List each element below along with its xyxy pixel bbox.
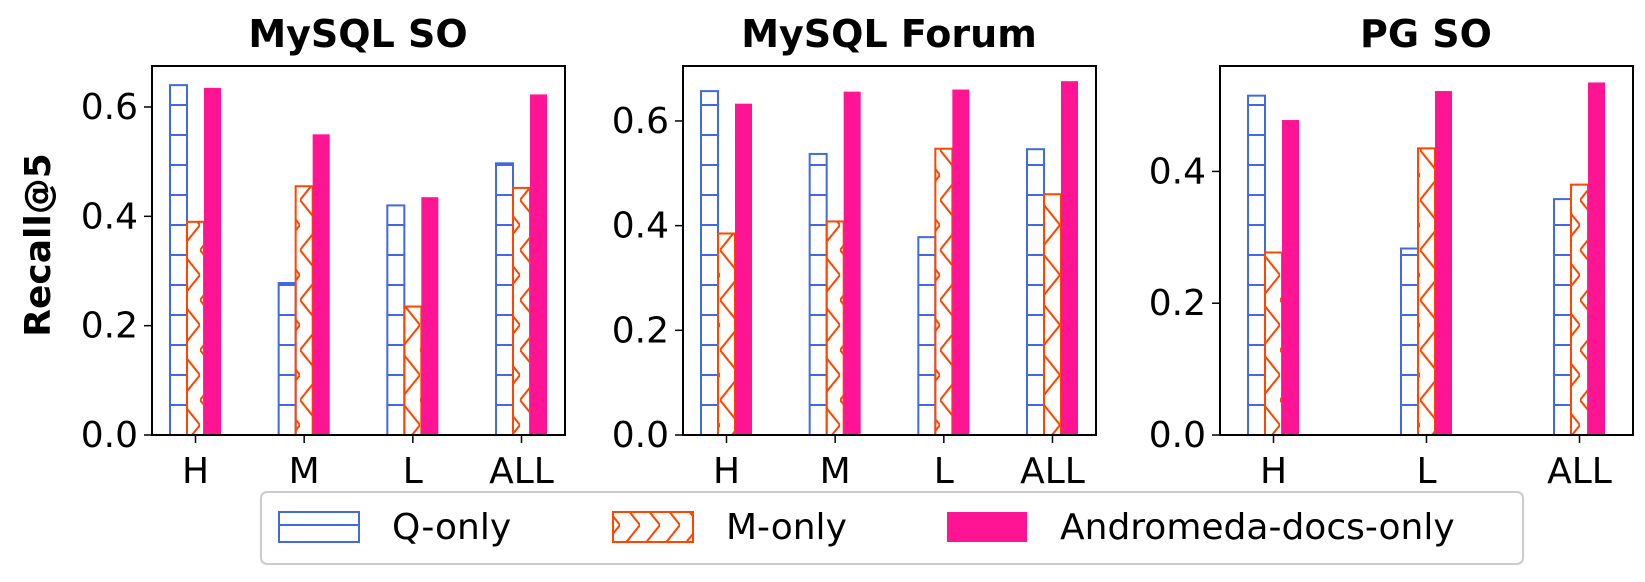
bar-andromeda-docs-only bbox=[952, 89, 970, 435]
legend-label: M-only bbox=[726, 507, 847, 548]
legend-entry-andromeda-docs-only: Andromeda-docs-only bbox=[947, 507, 1455, 548]
y-tick-label: 0.4 bbox=[81, 196, 138, 237]
subplot-title: PG SO bbox=[1360, 12, 1492, 56]
x-tick-label: ALL bbox=[489, 451, 554, 492]
bar-q-only bbox=[169, 84, 188, 436]
bar-q-only bbox=[1247, 94, 1266, 436]
x-tick-label: M bbox=[820, 451, 851, 492]
bar-m-only bbox=[512, 186, 531, 436]
y-tick-label: 0.0 bbox=[81, 415, 138, 456]
subplot-title: MySQL Forum bbox=[741, 12, 1037, 56]
bar-m-only bbox=[403, 305, 423, 436]
bar-q-only bbox=[700, 90, 719, 436]
y-tick-label: 0.6 bbox=[612, 101, 669, 142]
legend: Q-only M-only Andromeda-docs-only bbox=[260, 491, 1524, 565]
x-tick-label: L bbox=[403, 451, 423, 492]
y-axis-label-text: Recall@5 bbox=[18, 153, 59, 337]
bar-q-only bbox=[1400, 247, 1419, 436]
bar-m-only bbox=[186, 220, 205, 436]
bar-m-only bbox=[1417, 147, 1436, 437]
bar-m-only bbox=[1264, 251, 1283, 436]
bar-andromeda-docs-only bbox=[204, 87, 221, 435]
bar-q-only bbox=[1026, 148, 1045, 436]
bar-andromeda-docs-only bbox=[1061, 81, 1078, 436]
legend-frame bbox=[260, 491, 1524, 565]
legend-swatch-m-only bbox=[612, 511, 694, 543]
legend-label: Q-only bbox=[392, 507, 511, 548]
x-tick-label: H bbox=[1260, 451, 1287, 492]
bar-andromeda-docs-only bbox=[421, 197, 439, 435]
bar-m-only bbox=[934, 147, 954, 436]
bar-andromeda-docs-only bbox=[530, 94, 547, 435]
legend-entry-q-only: Q-only bbox=[278, 507, 511, 548]
legend-entry-m-only: M-only bbox=[612, 507, 847, 548]
bar-andromeda-docs-only bbox=[1435, 91, 1452, 436]
bar-m-only bbox=[294, 185, 314, 436]
subplot-title: MySQL SO bbox=[248, 12, 467, 56]
x-tick-label: L bbox=[1416, 451, 1436, 492]
y-tick-label: 0.6 bbox=[81, 87, 138, 128]
subplot-pg-so: PG SO H L ALL 0.0 0.2 0.4 bbox=[1149, 12, 1634, 492]
x-tick-label: H bbox=[713, 451, 740, 492]
x-tick-label: H bbox=[182, 451, 209, 492]
y-tick-label: 0.4 bbox=[1149, 151, 1206, 192]
bar-andromeda-docs-only bbox=[843, 91, 861, 436]
bar-andromeda-docs-only bbox=[1282, 120, 1299, 436]
y-tick-label: 0.4 bbox=[612, 206, 669, 247]
bar-q-only bbox=[277, 282, 297, 436]
legend-swatch-andromeda-docs-only bbox=[947, 512, 1027, 542]
bar-m-only bbox=[825, 220, 845, 436]
y-tick-label: 0.0 bbox=[1149, 415, 1206, 456]
bar-andromeda-docs-only bbox=[1588, 82, 1605, 436]
y-tick-label: 0.2 bbox=[81, 306, 138, 347]
plot-frame bbox=[151, 65, 566, 436]
subplot-mysql-so: MySQL SO H M L ALL 0.0 0.2 0.4 0.6 bbox=[81, 12, 566, 492]
bar-q-only bbox=[386, 204, 406, 436]
y-tick-label: 0.0 bbox=[612, 415, 669, 456]
y-tick-label: 0.2 bbox=[1149, 283, 1206, 324]
x-tick-label: ALL bbox=[1547, 451, 1612, 492]
bar-andromeda-docs-only bbox=[312, 134, 330, 436]
y-tick-label: 0.2 bbox=[612, 310, 669, 351]
legend-label: Andromeda-docs-only bbox=[1060, 507, 1455, 548]
bar-m-only bbox=[717, 232, 736, 436]
bar-andromeda-docs-only bbox=[735, 103, 752, 435]
bar-q-only bbox=[1553, 198, 1572, 436]
plot-frame bbox=[1219, 65, 1634, 436]
bar-m-only bbox=[1043, 193, 1062, 436]
x-tick-label: M bbox=[289, 451, 320, 492]
bar-q-only bbox=[495, 162, 514, 436]
bar-q-only bbox=[917, 236, 937, 436]
bar-q-only bbox=[808, 152, 828, 436]
x-tick-label: L bbox=[934, 451, 954, 492]
y-axis-label: Recall@5 bbox=[18, 153, 59, 337]
bar-m-only bbox=[1570, 183, 1589, 436]
legend-swatch-q-only bbox=[278, 511, 360, 543]
subplot-mysql-forum: MySQL Forum H M L ALL 0.0 0.2 0.4 0.6 bbox=[612, 12, 1097, 492]
x-tick-label: ALL bbox=[1020, 451, 1085, 492]
plot-frame bbox=[682, 65, 1097, 436]
